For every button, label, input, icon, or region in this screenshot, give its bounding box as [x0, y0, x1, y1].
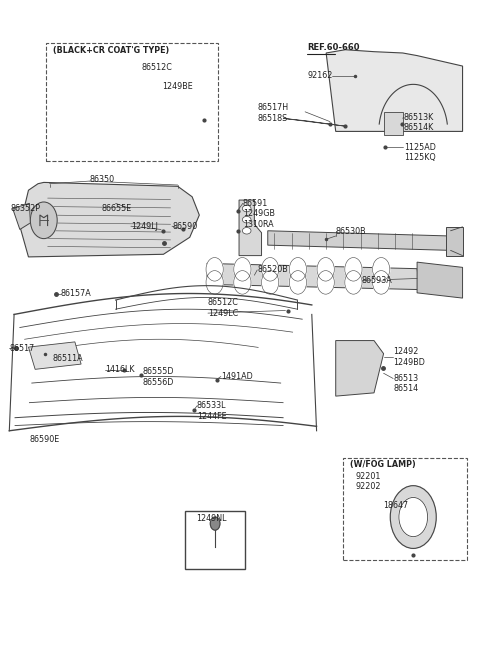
Circle shape — [345, 257, 362, 281]
Circle shape — [206, 271, 223, 294]
Polygon shape — [206, 263, 420, 290]
Polygon shape — [12, 203, 30, 229]
Text: (W/FOG LAMP): (W/FOG LAMP) — [350, 460, 416, 468]
Text: 86514: 86514 — [393, 384, 418, 394]
Text: 1244FE: 1244FE — [197, 412, 227, 421]
Bar — [343, 458, 468, 559]
Text: 86512C: 86512C — [208, 298, 239, 307]
Circle shape — [372, 271, 390, 294]
Polygon shape — [20, 182, 199, 257]
Text: 86157A: 86157A — [60, 289, 91, 298]
Text: 86517: 86517 — [9, 344, 35, 353]
Circle shape — [30, 202, 57, 238]
Text: 86533L: 86533L — [197, 402, 227, 411]
Bar — [185, 510, 245, 569]
Text: 86593A: 86593A — [361, 276, 392, 285]
Polygon shape — [384, 112, 403, 135]
Text: 86517H: 86517H — [257, 103, 288, 113]
Text: 92201: 92201 — [356, 472, 381, 481]
Text: 86590E: 86590E — [29, 436, 60, 445]
Text: 86556D: 86556D — [143, 378, 174, 387]
Polygon shape — [283, 119, 345, 126]
Circle shape — [289, 271, 307, 294]
Text: 1249LC: 1249LC — [208, 309, 238, 318]
Text: 1249BE: 1249BE — [162, 83, 193, 92]
Text: 86530B: 86530B — [336, 227, 366, 236]
Ellipse shape — [242, 216, 251, 223]
Circle shape — [345, 271, 362, 294]
Text: 86513K: 86513K — [404, 113, 434, 122]
Text: 1249LJ: 1249LJ — [131, 221, 158, 231]
Text: 86512C: 86512C — [142, 63, 173, 72]
Text: 86655E: 86655E — [101, 204, 132, 213]
Text: 86511A: 86511A — [52, 354, 83, 363]
Text: 1310RA: 1310RA — [243, 219, 274, 229]
Text: 1125AD: 1125AD — [404, 143, 435, 151]
Text: 86352P: 86352P — [10, 204, 40, 213]
Circle shape — [210, 517, 220, 530]
Text: 86518S: 86518S — [257, 114, 288, 123]
Circle shape — [372, 257, 390, 281]
Text: 1249NL: 1249NL — [196, 514, 227, 523]
Text: (BLACK+CR COAT'G TYPE): (BLACK+CR COAT'G TYPE) — [53, 46, 169, 55]
Text: 86513: 86513 — [393, 374, 418, 383]
Circle shape — [317, 257, 334, 281]
Circle shape — [390, 485, 436, 548]
Circle shape — [289, 257, 307, 281]
Text: 1249GB: 1249GB — [243, 209, 275, 218]
Text: 1491AD: 1491AD — [221, 372, 252, 381]
Circle shape — [234, 257, 251, 281]
Text: 86591: 86591 — [243, 199, 268, 208]
Ellipse shape — [242, 227, 251, 234]
Text: 86590: 86590 — [172, 221, 197, 231]
Text: 92162: 92162 — [307, 71, 332, 81]
Circle shape — [206, 257, 223, 281]
Text: 86514K: 86514K — [404, 123, 434, 132]
Polygon shape — [28, 342, 81, 369]
Text: 12492: 12492 — [393, 347, 419, 356]
Circle shape — [262, 271, 279, 294]
Circle shape — [399, 497, 428, 536]
Text: 18647: 18647 — [384, 501, 408, 510]
Circle shape — [317, 271, 334, 294]
Text: 1249BD: 1249BD — [393, 358, 425, 367]
Text: 86350: 86350 — [89, 176, 114, 184]
Circle shape — [262, 257, 279, 281]
Circle shape — [234, 271, 251, 294]
Polygon shape — [326, 50, 463, 132]
Polygon shape — [239, 200, 262, 255]
Text: 1125KQ: 1125KQ — [404, 153, 435, 162]
Ellipse shape — [242, 205, 251, 212]
Text: 1416LK: 1416LK — [105, 365, 134, 375]
Bar — [46, 43, 218, 161]
Polygon shape — [446, 227, 463, 255]
Polygon shape — [268, 231, 451, 250]
Text: 86520B: 86520B — [257, 265, 288, 274]
Polygon shape — [417, 262, 463, 298]
Text: 92202: 92202 — [356, 483, 381, 491]
Text: 86555D: 86555D — [143, 367, 174, 377]
Polygon shape — [336, 341, 384, 396]
Text: REF.60-660: REF.60-660 — [307, 43, 360, 52]
